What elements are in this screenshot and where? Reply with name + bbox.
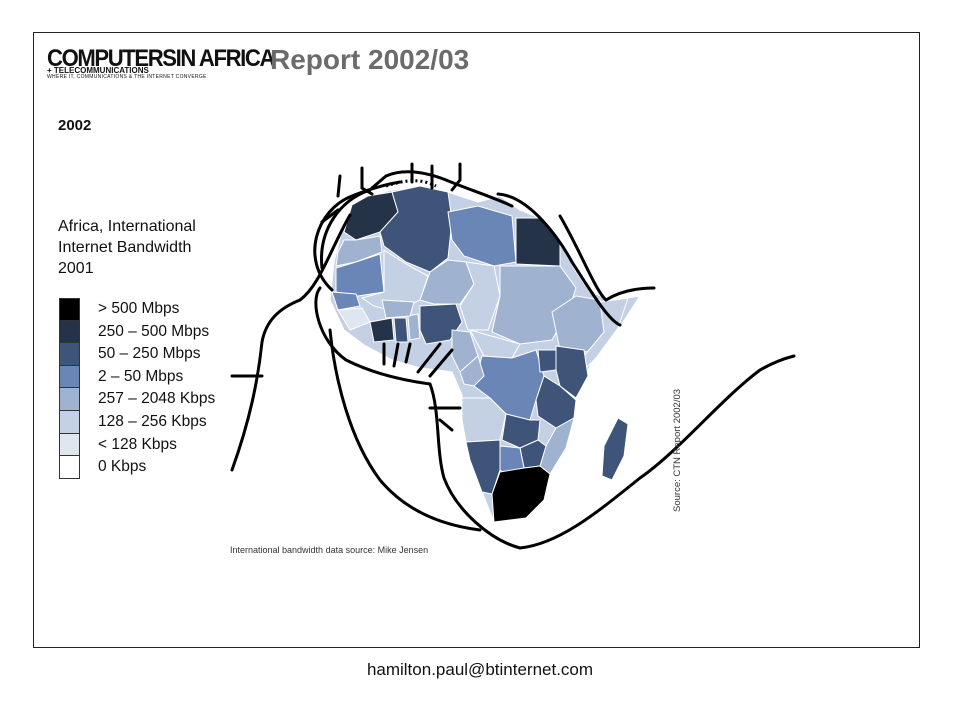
legend-swatch [59, 365, 80, 389]
cable-line [298, 213, 352, 302]
region-senegal [331, 291, 361, 311]
cable-line [450, 162, 462, 192]
computers-in-africa-logo: COMPUTERSIN AFRICA + TELECOMMUNICATIONS … [47, 46, 275, 82]
legend-item: 257 – 2048 Kbps [59, 388, 215, 411]
legend-swatch [59, 298, 80, 321]
cable-line [320, 208, 340, 224]
legend-label: > 500 Mbps [98, 300, 180, 317]
legend-label: 257 – 2048 Kbps [98, 390, 216, 408]
legend-swatch [59, 388, 80, 411]
submarine-cables [230, 162, 796, 550]
map-subtitle: Africa, International Internet Bandwidth… [58, 216, 238, 279]
region-cote-divoire [369, 317, 395, 343]
legend-label: 250 – 500 Mbps [98, 322, 210, 340]
legend-swatch [59, 320, 80, 344]
region-congo [459, 355, 485, 387]
legend-item: 50 – 250 Mbps [59, 343, 201, 366]
report-source-vertical: Source: CTN Report 2002/03 [672, 388, 683, 512]
region-uganda [537, 349, 557, 373]
legend-item: 2 – 50 Mbps [59, 365, 183, 389]
legend-label: 2 – 50 Mbps [98, 367, 184, 385]
subtitle-line: Africa, International [58, 218, 196, 235]
region-togo-benin [407, 313, 421, 341]
region-libya [447, 205, 517, 267]
legend-label: 128 – 256 Kbps [98, 412, 207, 430]
logo-wordmark: COMPUTERSIN AFRICA [47, 45, 275, 72]
cable-line [313, 180, 402, 292]
footer-email: hamilton.paul@btinternet.com [366, 660, 594, 679]
cable-line [428, 348, 454, 378]
cable-line [416, 342, 442, 374]
legend-label: 0 Kbps [98, 458, 147, 476]
cable-line [336, 174, 342, 198]
region-chad [459, 261, 501, 331]
legend-item: < 128 Kbps [59, 433, 177, 457]
region-kenya [555, 345, 589, 399]
cable-line [370, 170, 514, 208]
region-madagascar [601, 417, 629, 481]
cable-line [230, 298, 302, 472]
legend-label: 50 – 250 Mbps [98, 345, 201, 363]
region-western-sahara [335, 235, 383, 267]
legend-item: 0 Kbps [59, 456, 146, 479]
cable-line [438, 418, 454, 432]
region-egypt [515, 217, 561, 267]
overland-link-dotted [385, 179, 437, 188]
subtitle-line: Internet Bandwidth [58, 239, 192, 256]
legend-item: > 500 Mbps [59, 298, 179, 321]
cable-line [496, 192, 622, 327]
map-legend: > 500 Mbps 250 – 500 Mbps 50 – 250 Mbps … [59, 298, 215, 479]
legend-item: 250 – 500 Mbps [59, 320, 209, 344]
legend-item: 128 – 256 Kbps [59, 410, 207, 434]
legend-swatch [59, 433, 80, 457]
region-south-africa [491, 465, 551, 523]
region-dr-congo [473, 349, 545, 421]
cable-line [320, 188, 372, 270]
logo-tagline: WHERE IT, COMMUNICATIONS & THE INTERNET … [47, 74, 207, 80]
cable-line [404, 342, 412, 364]
report-title: Report 2002/03 [270, 44, 470, 75]
region-somalia [581, 297, 629, 374]
year-label: 2002 [58, 117, 92, 134]
region-niger [419, 259, 475, 305]
legend-swatch [59, 410, 80, 434]
cable-line [314, 286, 796, 550]
data-source-note: International bandwidth data source: Mik… [230, 545, 429, 555]
legend-swatch [59, 343, 80, 366]
region-burkina-faso [381, 299, 415, 319]
logo-subline: + TELECOMMUNICATIONS [47, 66, 149, 75]
legend-swatch [59, 456, 80, 479]
legend-label: < 128 Kbps [98, 435, 177, 453]
cable-line [328, 328, 482, 532]
region-ghana [393, 317, 409, 343]
cable-line [558, 214, 656, 302]
cable-line [360, 166, 374, 196]
subtitle-line: 2001 [58, 260, 94, 277]
slide-frame [33, 32, 920, 648]
cable-line [392, 342, 400, 368]
